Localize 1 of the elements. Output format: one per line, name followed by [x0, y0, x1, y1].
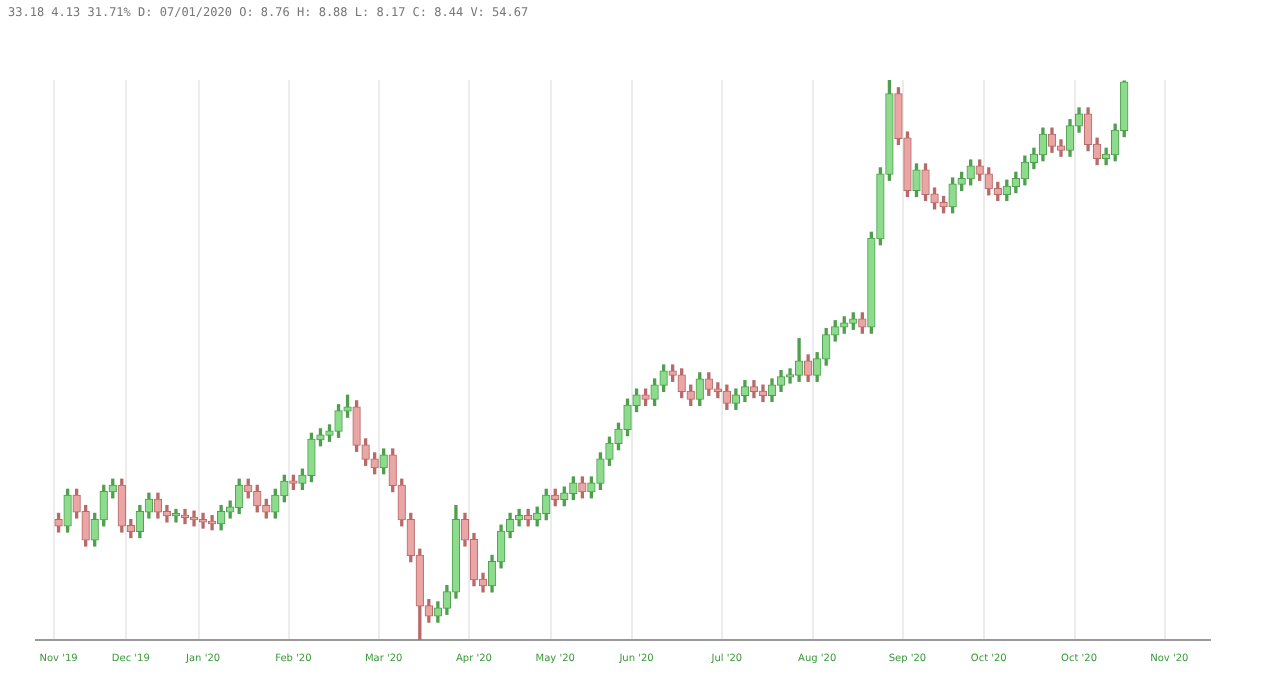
candlestick [198, 512, 208, 529]
